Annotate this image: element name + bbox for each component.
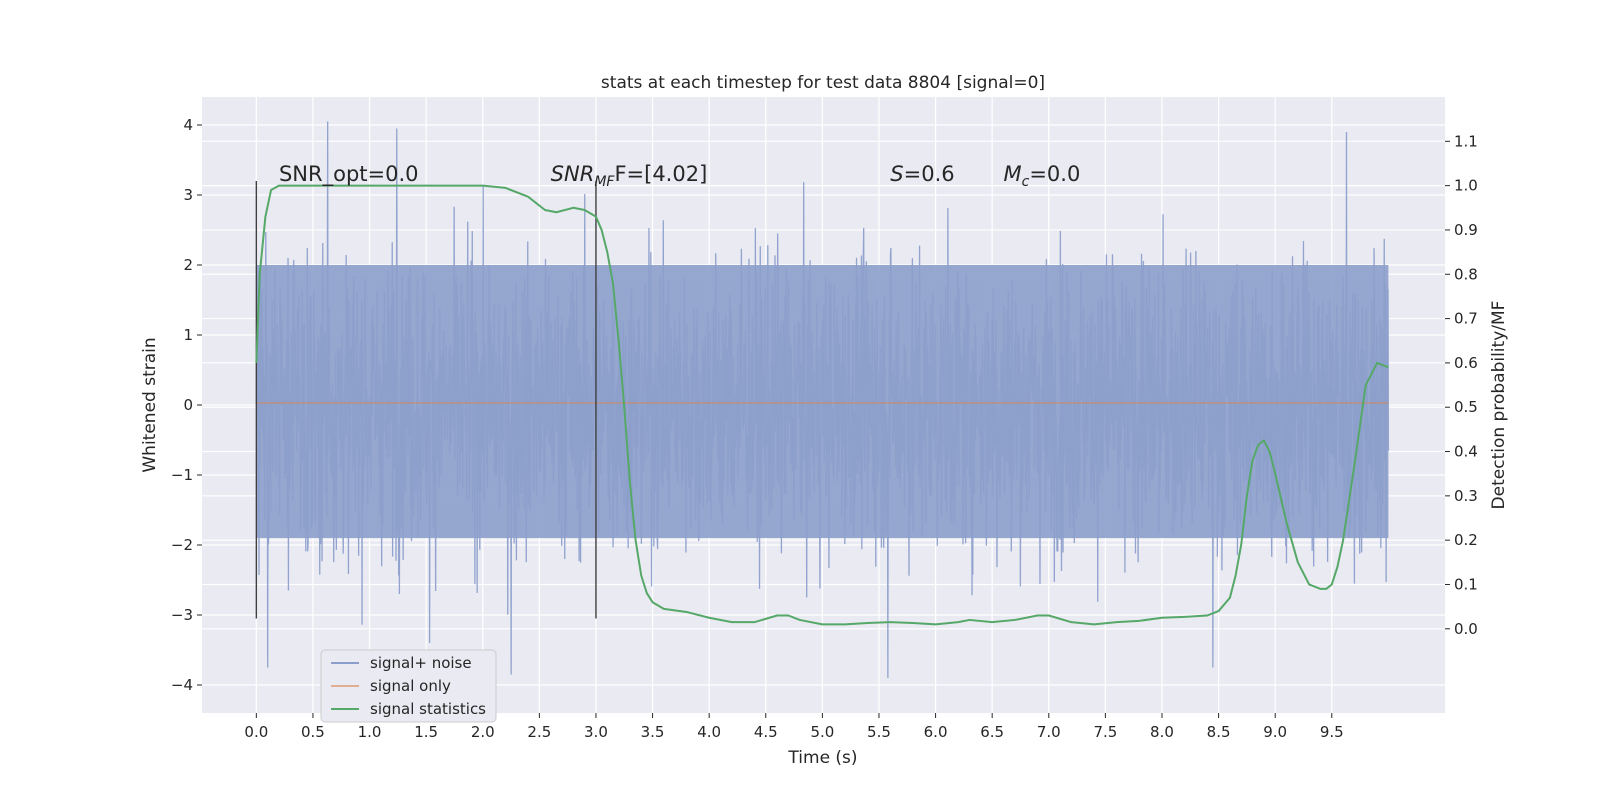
annotations: SNR_opt=0.0 SNRMFF=[4.02] S=0.6 Mc=0.0 bbox=[279, 162, 1080, 190]
y-tick-label: −1 bbox=[171, 466, 193, 484]
x-tick-label: 6.5 bbox=[980, 723, 1004, 741]
annotation-0: SNR_opt=0.0 bbox=[279, 162, 419, 187]
x-tick-label: 3.0 bbox=[584, 723, 608, 741]
y2-tick-label: 0.3 bbox=[1454, 487, 1478, 505]
x-tick-label: 9.0 bbox=[1263, 723, 1287, 741]
y2-tick-label: 0.1 bbox=[1454, 575, 1478, 593]
signal-noise-line bbox=[255, 121, 1390, 679]
annotation-3: Mc=0.0 bbox=[1003, 162, 1080, 190]
legend-frame bbox=[320, 649, 497, 723]
x-tick-label: 7.5 bbox=[1093, 723, 1117, 741]
x-tick-label: 4.0 bbox=[697, 723, 721, 741]
x-tick-labels: 0.0 0.5 1.0 1.5 2.0 2.5 3.0 3.5 4.0 4.5 5.0 5.5 6.0 6… bbox=[244, 713, 1344, 741]
annotation-2: S=0.6 bbox=[890, 162, 954, 186]
legend: signal+ noise signal only signal statist… bbox=[320, 649, 497, 723]
x-tick-label: 8.0 bbox=[1150, 723, 1174, 741]
y2-tick-label: 0.5 bbox=[1454, 398, 1478, 416]
series-signal-noise bbox=[255, 121, 1390, 679]
y-axis-label: Whitened strain bbox=[140, 337, 160, 472]
vertical-markers bbox=[255, 181, 597, 619]
y-tick-label: −3 bbox=[171, 606, 193, 624]
y-tick-label: 0 bbox=[183, 396, 193, 414]
x-tick-label: 9.5 bbox=[1320, 723, 1344, 741]
y2-tick-label: 1.1 bbox=[1454, 132, 1478, 150]
x-tick-label: 1.0 bbox=[358, 723, 382, 741]
series-signal-statistics bbox=[255, 184, 1389, 626]
y-tick-label: 4 bbox=[183, 116, 193, 134]
y-tick-label: 1 bbox=[183, 326, 193, 344]
x-tick-label: 2.0 bbox=[471, 723, 495, 741]
y-tick-label: −4 bbox=[171, 676, 193, 694]
legend-label-signal-statistics: signal statistics bbox=[370, 700, 486, 718]
y2-axis-label: Detection probability/MF bbox=[1489, 301, 1509, 510]
y2-tick-label: 0.2 bbox=[1454, 531, 1478, 549]
y2-tick-label: 1.0 bbox=[1454, 177, 1478, 195]
y2-tick-label: 0.9 bbox=[1454, 221, 1478, 239]
x-tick-label: 5.5 bbox=[867, 723, 891, 741]
x-axis-label: Time (s) bbox=[787, 748, 857, 768]
annotation-1: SNRMFF=[4.02] bbox=[551, 162, 708, 190]
x-tick-label: 6.0 bbox=[924, 723, 948, 741]
x-tick-label: 1.5 bbox=[414, 723, 438, 741]
y2-tick-label: 0.4 bbox=[1454, 443, 1478, 461]
x-tick-label: 3.5 bbox=[641, 723, 665, 741]
x-tick-label: 0.0 bbox=[244, 723, 268, 741]
x-tick-label: 4.5 bbox=[754, 723, 778, 741]
y2-tick-labels: 1.1 1.0 0.9 0.8 0.7 0.6 0.5 0.4 0.3 0.2 0.1 0.0 bbox=[1445, 132, 1478, 638]
legend-label-signal-noise: signal+ noise bbox=[370, 654, 472, 672]
x-tick-label: 0.5 bbox=[301, 723, 325, 741]
y-tick-label: 2 bbox=[183, 256, 193, 274]
y2-tick-label: 0.0 bbox=[1454, 620, 1478, 638]
y2-tick-label: 0.7 bbox=[1454, 310, 1478, 328]
x-tick-label: 8.5 bbox=[1207, 723, 1231, 741]
x-tick-label: 5.0 bbox=[810, 723, 834, 741]
y-tick-label: −2 bbox=[171, 536, 193, 554]
y2-tick-label: 0.6 bbox=[1454, 354, 1478, 372]
chart-title: stats at each timestep for test data 880… bbox=[601, 73, 1045, 93]
x-tick-label: 7.0 bbox=[1037, 723, 1061, 741]
legend-label-signal-only: signal only bbox=[370, 677, 451, 695]
y-tick-labels: 4 3 2 1 0 −1 −2 −3 −4 bbox=[171, 116, 202, 694]
signal-statistics-line bbox=[255, 184, 1389, 626]
y2-tick-label: 0.8 bbox=[1454, 265, 1478, 283]
y-tick-label: 3 bbox=[183, 186, 193, 204]
x-tick-label: 2.5 bbox=[527, 723, 551, 741]
